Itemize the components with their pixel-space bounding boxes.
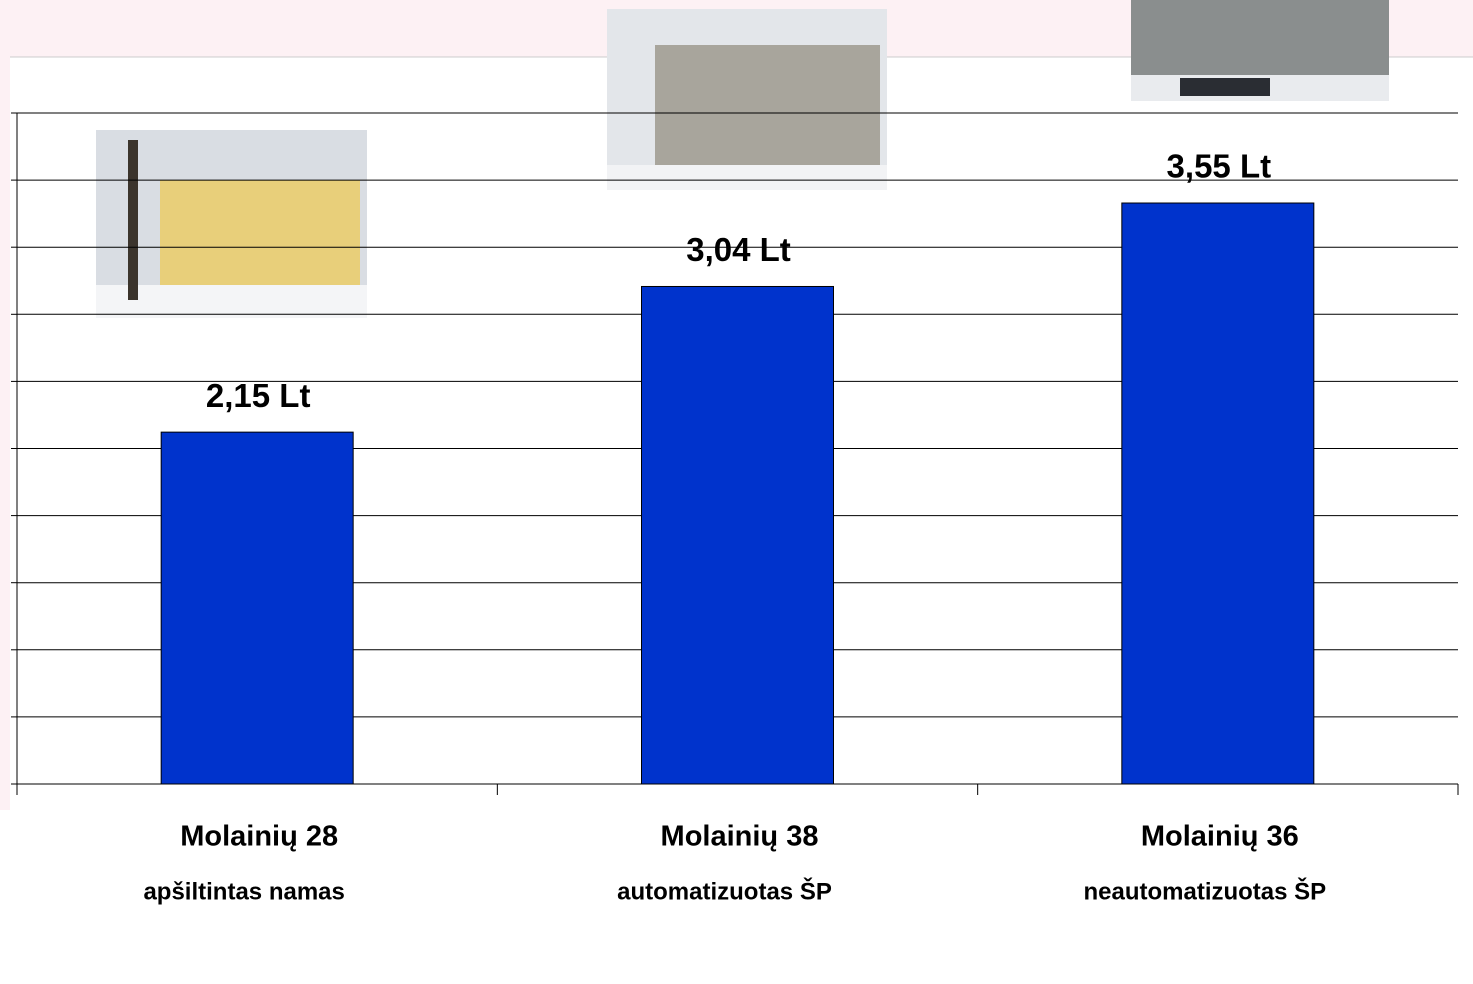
page: {"chart_data": {"type": "bar", "categori… — [0, 0, 1473, 984]
x-tick-label: Molainių 36 — [1141, 821, 1299, 853]
photo — [607, 9, 887, 190]
category-note: apšiltintas namas — [143, 878, 344, 905]
bar — [161, 432, 353, 784]
chart: 2,15 Lt Molainių 28 apšiltintas namas 3,04 … — [0, 0, 1473, 984]
category-note: neautomatizuotas ŠP — [1083, 877, 1326, 905]
category-note: automatizuotas ŠP — [617, 877, 832, 905]
photo — [96, 130, 367, 318]
bar — [642, 286, 834, 784]
value-label: 2,15 Lt — [206, 377, 311, 414]
photo — [1131, 0, 1389, 101]
x-tick-label: Molainių 28 — [180, 821, 338, 853]
value-label: 3,55 Lt — [1167, 148, 1272, 185]
x-tick-label: Molainių 38 — [661, 821, 819, 853]
value-label: 3,04 Lt — [686, 231, 791, 268]
bar — [1122, 203, 1314, 784]
side-band — [0, 57, 10, 810]
